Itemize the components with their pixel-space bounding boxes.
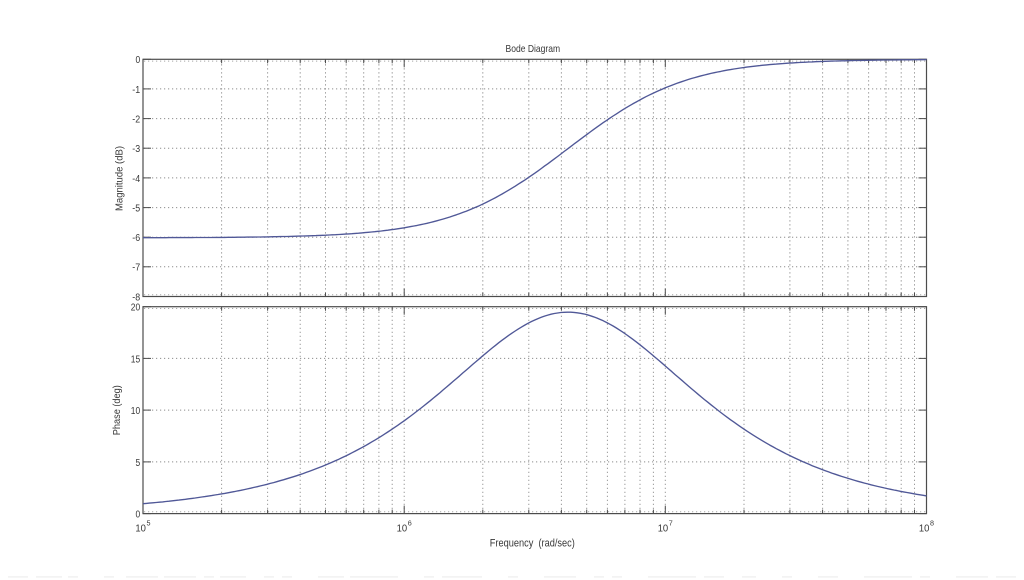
svg-text:-8: -8 bbox=[132, 292, 140, 303]
svg-text:5: 5 bbox=[136, 458, 141, 469]
svg-text:20: 20 bbox=[131, 303, 141, 314]
svg-text:-1: -1 bbox=[132, 85, 140, 96]
svg-text:10: 10 bbox=[397, 523, 408, 534]
svg-text:8: 8 bbox=[930, 519, 934, 528]
svg-text:10: 10 bbox=[919, 523, 930, 534]
svg-text:0: 0 bbox=[136, 55, 141, 66]
svg-text:7: 7 bbox=[669, 519, 673, 528]
svg-text:15: 15 bbox=[131, 354, 141, 365]
svg-text:-3: -3 bbox=[132, 144, 140, 155]
svg-text:10: 10 bbox=[658, 523, 669, 534]
svg-text:-7: -7 bbox=[132, 263, 140, 274]
svg-text:Phase (deg): Phase (deg) bbox=[111, 385, 123, 435]
svg-text:Frequency (rad/sec): Frequency (rad/sec) bbox=[490, 538, 575, 550]
svg-text:-5: -5 bbox=[132, 204, 140, 215]
svg-text:10: 10 bbox=[131, 406, 141, 417]
svg-text:0: 0 bbox=[136, 510, 141, 521]
svg-text:5: 5 bbox=[147, 519, 151, 528]
svg-text:10: 10 bbox=[135, 523, 146, 534]
svg-text:6: 6 bbox=[408, 519, 412, 528]
svg-text:-4: -4 bbox=[132, 174, 140, 185]
svg-text:-2: -2 bbox=[132, 115, 140, 126]
svg-text:-6: -6 bbox=[132, 233, 140, 244]
svg-text:Magnitude (dB): Magnitude (dB) bbox=[114, 146, 126, 211]
svg-text:Bode Diagram: Bode Diagram bbox=[506, 44, 561, 55]
